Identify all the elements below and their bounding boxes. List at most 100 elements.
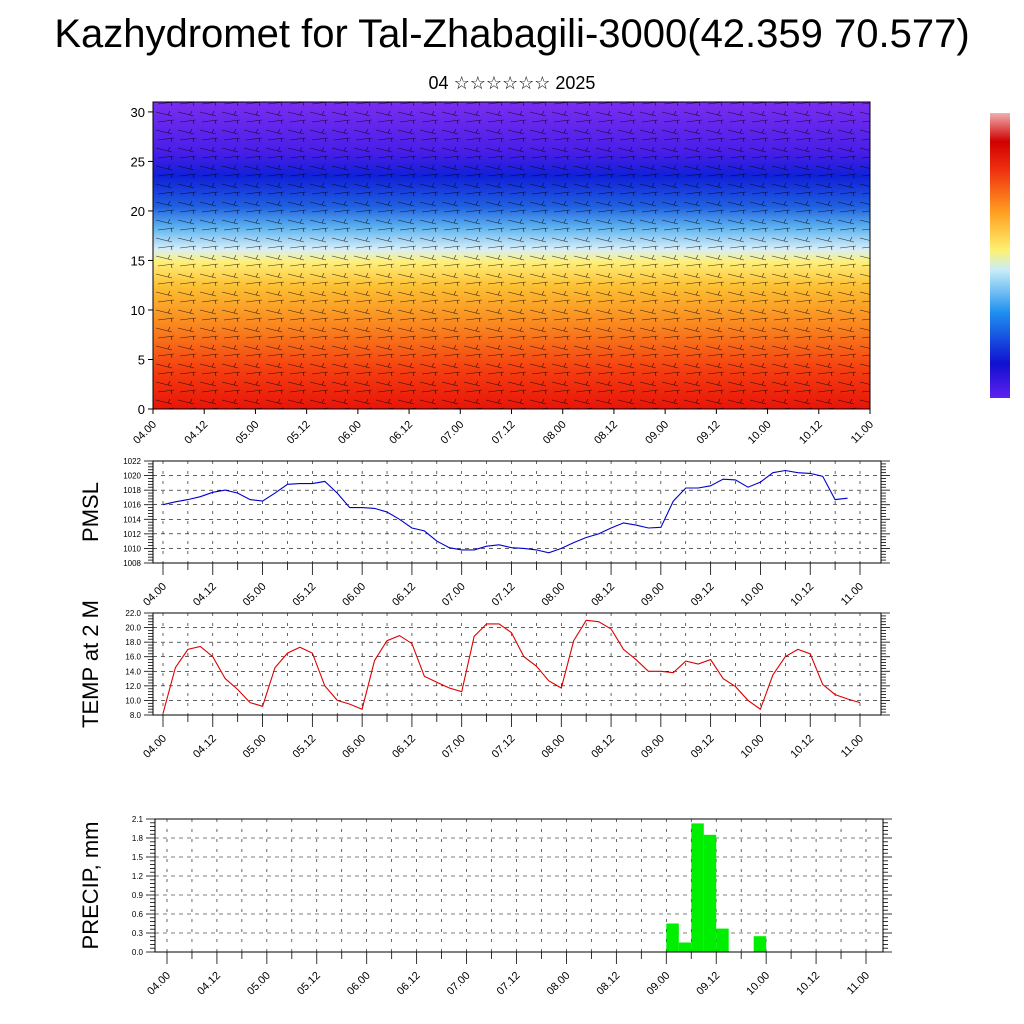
y-tick-label: 1020 — [123, 472, 141, 481]
precip-bar — [716, 928, 729, 952]
precip-bar — [753, 936, 767, 952]
chart-title: Kazhydromet for Tal-Zhabagili-3000(42.35… — [54, 12, 970, 56]
y-tick-label: 0 — [138, 402, 145, 417]
y-tick-label: 1008 — [123, 559, 141, 568]
x-tick-label: 10.00 — [746, 419, 774, 447]
x-tick-label: 04.00 — [131, 419, 159, 447]
pmsl-line — [162, 469, 848, 554]
x-tick-label: 06.12 — [390, 733, 418, 761]
x-tick-label: 11.00 — [849, 419, 876, 446]
x-tick-label: 07.12 — [490, 581, 518, 609]
x-tick-label: 08.12 — [595, 970, 623, 998]
y-tick-label: 1012 — [123, 530, 141, 539]
x-tick-label: 06.12 — [395, 970, 423, 998]
x-tick-label: 04.00 — [141, 733, 169, 761]
x-tick-label: 06.12 — [387, 419, 415, 447]
x-tick-label: 04.12 — [191, 733, 219, 761]
y-tick-label: 0.9 — [132, 891, 144, 900]
x-tick-label: 07.12 — [490, 733, 518, 761]
chart-subtitle: 04 ☆☆☆☆☆☆ 2025 — [428, 73, 596, 93]
x-tick-label: 09.12 — [695, 419, 723, 447]
y-tick-label: 1.8 — [132, 834, 144, 843]
x-tick-label: 09.00 — [639, 581, 667, 609]
x-tick-label: 07.00 — [440, 581, 468, 609]
x-tick-label: 06.00 — [340, 733, 368, 761]
x-tick-label: 09.12 — [689, 581, 717, 609]
x-tick-label: 10.12 — [788, 581, 816, 609]
y-tick-label: 10.0 — [125, 696, 141, 705]
x-tick-label: 07.12 — [490, 419, 518, 447]
x-tick-label: 10.00 — [739, 733, 767, 761]
x-tick-label: 06.00 — [340, 581, 368, 609]
y-tick-label: 2.1 — [132, 815, 144, 824]
pmsl-panel: 1008 1010 1012 1014 1016 1018 1020 1022 04.00 04.… — [78, 457, 890, 609]
y-tick-label: 14.0 — [125, 667, 141, 676]
y-tick-label: 1016 — [123, 501, 141, 510]
x-tick-label: 05.00 — [245, 970, 273, 998]
x-tick-label: 04.12 — [191, 581, 219, 609]
x-tick-label: 10.12 — [797, 419, 825, 447]
x-tick-label: 04.00 — [145, 970, 173, 998]
x-tick-label: 08.00 — [545, 970, 573, 998]
x-tick-label: 06.12 — [390, 581, 418, 609]
x-tick-label: 07.12 — [495, 970, 523, 998]
x-tick-label: 04.00 — [141, 581, 169, 609]
wind-barbs-layer — [153, 102, 870, 409]
panel-frame — [152, 460, 882, 564]
precip-bar — [703, 834, 717, 952]
x-tick-label: 08.12 — [589, 733, 617, 761]
precip-bar — [691, 823, 704, 952]
y-tick-label: 1014 — [123, 515, 141, 524]
x-tick-label: 08.00 — [539, 581, 567, 609]
x-tick-label: 11.00 — [845, 970, 872, 997]
y-tick-label: 20 — [131, 204, 145, 219]
y-tick-label: 0.3 — [132, 929, 144, 938]
x-tick-label: 05.12 — [295, 970, 323, 998]
x-tick-label: 09.00 — [644, 970, 672, 998]
precip-panel: 0.0 0.3 0.6 0.9 1.2 1.5 1.8 2.1 04.00 04.12 05.00 0… — [78, 815, 892, 998]
x-tick-label: 05.12 — [291, 733, 319, 761]
x-tick-label: 08.00 — [541, 419, 569, 447]
x-tick-label: 06.00 — [345, 970, 373, 998]
x-tick-label: 09.12 — [689, 733, 717, 761]
x-tick-label: 11.00 — [839, 581, 866, 608]
precip-bar — [666, 923, 679, 952]
x-tick-label: 07.00 — [438, 419, 466, 447]
y-tick-label: 0.0 — [132, 948, 144, 957]
y-tick-label: 1.5 — [132, 853, 144, 862]
panel-frame — [152, 612, 882, 716]
y-axis-title: PMSL — [78, 482, 103, 542]
y-tick-label: 0.6 — [132, 910, 144, 919]
x-tick-label: 10.12 — [794, 970, 822, 998]
colorbar — [990, 113, 1010, 398]
temp-line — [162, 619, 861, 714]
y-tick-label: 1022 — [123, 457, 141, 466]
x-tick-label: 10.00 — [739, 581, 767, 609]
x-tick-label: 09.00 — [643, 419, 671, 447]
temp-panel: 8.0 10.0 12.0 14.0 16.0 18.0 20.0 22.0 04.00 04.1… — [78, 600, 890, 761]
y-tick-label: 15 — [131, 253, 145, 268]
x-tick-label: 11.00 — [839, 733, 866, 760]
x-tick-label: 07.00 — [445, 970, 473, 998]
y-tick-label: 22.0 — [125, 609, 141, 618]
x-tick-label: 10.12 — [788, 733, 816, 761]
y-tick-label: 1018 — [123, 486, 141, 495]
y-tick-label: 16.0 — [125, 653, 141, 662]
x-tick-label: 05.12 — [291, 581, 319, 609]
y-tick-label: 30 — [131, 105, 145, 120]
x-tick-label: 10.00 — [744, 970, 772, 998]
x-tick-label: 04.12 — [182, 419, 210, 447]
x-tick-label: 09.00 — [639, 733, 667, 761]
y-tick-label: 12.0 — [125, 682, 141, 691]
cross-section-panel: 0 5 10 15 20 25 30 04.00 04.12 05.00 05.12 06.00 06… — [131, 101, 876, 447]
x-tick-label: 06.00 — [336, 419, 364, 447]
x-tick-label: 05.00 — [234, 419, 262, 447]
x-tick-label: 05.12 — [285, 419, 313, 447]
precip-bar — [678, 942, 692, 952]
y-tick-label: 8.0 — [130, 711, 142, 720]
y-tick-label: 20.0 — [125, 624, 141, 633]
x-tick-label: 07.00 — [440, 733, 468, 761]
y-tick-label: 5 — [138, 352, 145, 367]
x-tick-label: 08.12 — [589, 581, 617, 609]
